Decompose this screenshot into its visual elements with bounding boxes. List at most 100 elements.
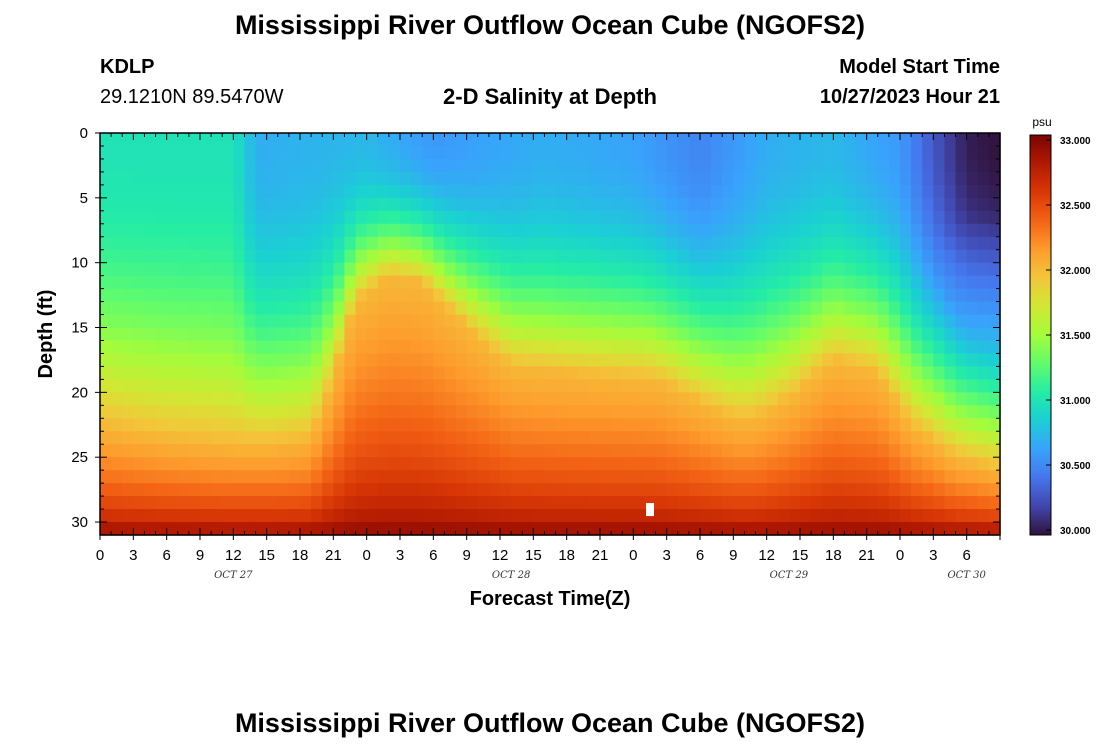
heatmap-cell <box>633 431 646 445</box>
heatmap-cell <box>333 340 346 355</box>
heatmap-cell <box>733 171 746 186</box>
heatmap-cell <box>755 405 768 419</box>
heatmap-cell <box>577 340 590 355</box>
heatmap-cell <box>166 392 179 406</box>
heatmap-cell <box>855 444 868 458</box>
heatmap-cell <box>877 366 890 380</box>
heatmap-cell <box>977 379 990 393</box>
heatmap-cell <box>466 509 479 523</box>
heatmap-cell <box>366 158 379 173</box>
heatmap-cell <box>977 483 990 497</box>
heatmap-cell <box>588 145 601 160</box>
heatmap-cell <box>744 470 757 484</box>
heatmap-cell <box>566 288 579 303</box>
station-marker <box>646 503 654 517</box>
heatmap-cell <box>200 405 212 419</box>
heatmap-cell <box>555 496 568 510</box>
heatmap-cell <box>566 444 579 458</box>
heatmap-cell <box>300 158 312 173</box>
heatmap-cell <box>488 340 501 355</box>
heatmap-cell <box>711 496 723 510</box>
heatmap-cell <box>911 418 923 432</box>
heatmap-cell <box>933 262 946 277</box>
heatmap-cell <box>655 275 668 290</box>
heatmap-cell <box>288 171 301 186</box>
heatmap-cell <box>833 444 846 458</box>
heatmap-cell <box>566 145 579 160</box>
heatmap-cell <box>733 496 746 510</box>
heatmap-cell <box>677 522 690 536</box>
heatmap-cell <box>244 197 257 212</box>
heatmap-cell <box>888 262 901 277</box>
heatmap-cell <box>366 145 379 160</box>
heatmap-cell <box>911 327 923 342</box>
heatmap-cell <box>711 145 723 160</box>
heatmap-cell <box>100 366 112 380</box>
heatmap-cell <box>388 145 401 160</box>
heatmap-cell <box>155 301 168 316</box>
heatmap-cell <box>911 483 923 497</box>
heatmap-cell <box>711 431 723 445</box>
heatmap-cell <box>688 353 701 368</box>
heatmap-cell <box>366 340 379 355</box>
heatmap-cell <box>466 210 479 225</box>
heatmap-cell <box>633 340 646 355</box>
heatmap-cell <box>400 197 412 212</box>
heatmap-cell <box>944 522 957 536</box>
heatmap-cell <box>833 418 846 432</box>
heatmap-cell <box>655 340 668 355</box>
heatmap-cell <box>644 133 657 147</box>
heatmap-cell <box>622 444 634 458</box>
heatmap-cell <box>388 301 401 316</box>
heatmap-cell <box>577 197 590 212</box>
heatmap-cell <box>344 483 357 497</box>
heatmap-cell <box>255 171 268 186</box>
heatmap-cell <box>900 184 912 199</box>
heatmap-cell <box>255 288 268 303</box>
heatmap-cell <box>544 249 557 264</box>
heatmap-cell <box>500 353 512 368</box>
heatmap-cell <box>355 392 368 406</box>
heatmap-cell <box>766 340 779 355</box>
heatmap-cell <box>577 366 590 380</box>
heatmap-cell <box>777 145 790 160</box>
heatmap-cell <box>600 418 612 432</box>
heatmap-cell <box>133 405 146 419</box>
heatmap-cell <box>711 158 723 173</box>
heatmap-cell <box>100 353 112 368</box>
heatmap-cell <box>411 366 423 380</box>
heatmap-cell <box>655 392 668 406</box>
heatmap-cell <box>888 314 901 329</box>
heatmap-cell <box>555 470 568 484</box>
heatmap-cell <box>366 392 379 406</box>
heatmap-cell <box>344 392 357 406</box>
heatmap-cell <box>966 197 979 212</box>
heatmap-cell <box>144 262 157 277</box>
heatmap-cell <box>422 158 434 173</box>
heatmap-cell <box>466 133 479 147</box>
heatmap-cell <box>944 327 957 342</box>
heatmap-cell <box>144 366 157 380</box>
heatmap-cell <box>111 262 123 277</box>
heatmap-cell <box>244 301 257 316</box>
heatmap-cell <box>233 353 246 368</box>
heatmap-cell <box>888 288 901 303</box>
heatmap-cell <box>155 340 168 355</box>
heatmap-cell <box>944 379 957 393</box>
heatmap-cell <box>611 184 623 199</box>
heatmap-cell <box>266 470 279 484</box>
heatmap-cell <box>533 379 546 393</box>
heatmap-cell <box>822 210 834 225</box>
heatmap-cell <box>844 301 857 316</box>
heatmap-cell <box>911 184 923 199</box>
heatmap-cell <box>755 496 768 510</box>
heatmap-cell <box>855 223 868 238</box>
heatmap-cell <box>600 133 612 147</box>
heatmap-cell <box>877 522 890 536</box>
heatmap-cell <box>622 327 634 342</box>
heatmap-cell <box>222 457 234 471</box>
heatmap-cell <box>522 483 534 497</box>
heatmap-cell <box>755 314 768 329</box>
heatmap-cell <box>377 392 390 406</box>
heatmap-cell <box>144 249 157 264</box>
